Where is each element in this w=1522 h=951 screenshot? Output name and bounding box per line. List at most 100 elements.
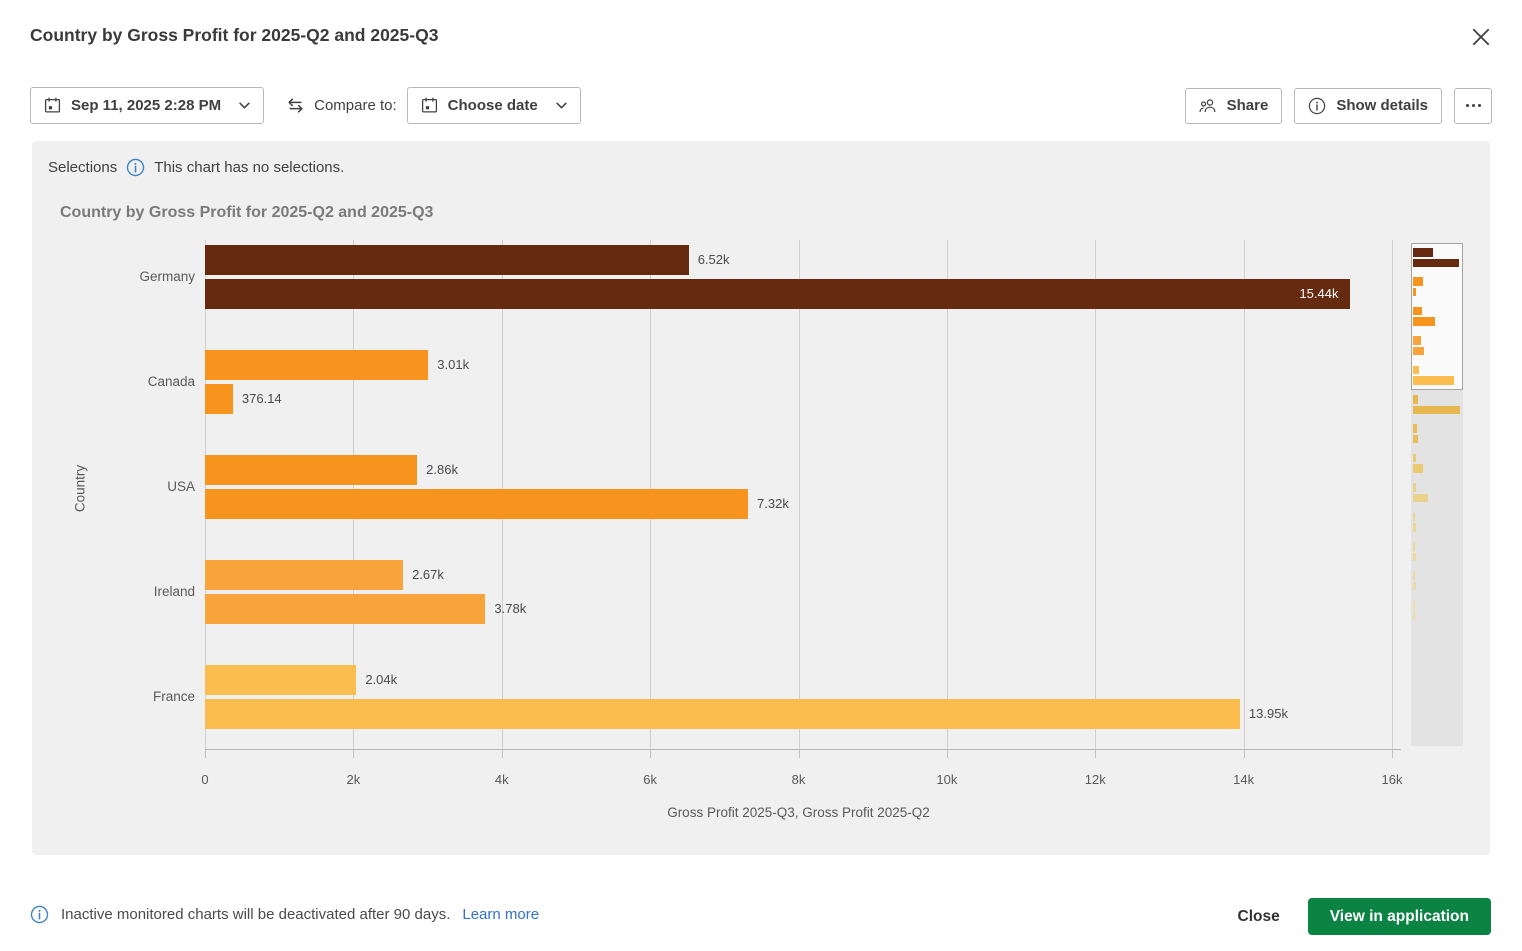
axis-tick xyxy=(353,749,355,758)
footer-actions: Close View in application xyxy=(1224,898,1491,935)
gridline xyxy=(1392,240,1393,749)
gridline xyxy=(798,240,800,749)
minimap-bar xyxy=(1413,600,1415,610)
compare-to-label: Compare to: xyxy=(314,97,397,114)
axis-tick xyxy=(1392,749,1393,758)
more-options-icon xyxy=(1465,104,1481,107)
date-picker-button[interactable]: Sep 11, 2025 2:28 PM xyxy=(30,87,265,124)
minimap-bar xyxy=(1413,483,1416,492)
x-axis-title: Gross Profit 2025-Q3, Gross Profit 2025-… xyxy=(667,805,930,820)
minimap-bar xyxy=(1413,493,1428,503)
selections-message: This chart has no selections. xyxy=(154,159,345,176)
bar-value-label: 3.01k xyxy=(437,357,470,372)
bar-usa-series1[interactable] xyxy=(205,455,418,485)
footer-note: Inactive monitored charts will be deacti… xyxy=(30,905,539,924)
learn-more-link[interactable]: Learn more xyxy=(462,906,540,923)
minimap-bar xyxy=(1413,248,1433,257)
gridline xyxy=(946,240,948,749)
minimap-bar xyxy=(1413,258,1460,267)
x-tick-label: 10k xyxy=(936,772,958,787)
calendar-icon xyxy=(421,97,438,114)
x-tick-label: 16k xyxy=(1381,772,1403,787)
info-icon xyxy=(1308,97,1326,115)
minimap-viewport[interactable] xyxy=(1411,243,1463,390)
x-tick-label: 12k xyxy=(1084,772,1106,787)
bar-value-label: 15.44k xyxy=(1299,286,1339,301)
axis-tick xyxy=(798,749,800,758)
share-button-label: Share xyxy=(1226,97,1269,114)
share-button[interactable]: Share xyxy=(1184,87,1283,124)
bar-ireland-series1[interactable] xyxy=(205,560,404,590)
footer-info-icon xyxy=(30,905,49,924)
footer-note-text: Inactive monitored charts will be deacti… xyxy=(61,906,451,923)
minimap-bar xyxy=(1413,523,1417,532)
minimap-bar xyxy=(1413,611,1416,620)
show-details-button[interactable]: Show details xyxy=(1294,87,1442,124)
minimap-bar xyxy=(1413,306,1422,316)
minimap-bar xyxy=(1413,464,1423,473)
minimap-bar xyxy=(1413,376,1455,385)
minimap-bar xyxy=(1413,346,1425,356)
axis-tick xyxy=(946,749,948,758)
chart-panel: Selections This chart has no selections.… xyxy=(32,141,1490,855)
selections-label: Selections xyxy=(48,159,118,176)
minimap-bar xyxy=(1413,277,1423,286)
bar-canada-series1[interactable] xyxy=(205,350,429,380)
x-tick-label: 14k xyxy=(1233,772,1255,787)
axis-tick xyxy=(1095,749,1097,758)
minimap-bar xyxy=(1413,552,1417,561)
chart-minimap[interactable] xyxy=(1411,243,1463,746)
selections-bar: Selections This chart has no selections. xyxy=(48,158,344,177)
page-title: Country by Gross Profit for 2025-Q2 and … xyxy=(30,25,439,45)
gridline xyxy=(1243,240,1245,749)
gridline xyxy=(1095,240,1097,749)
share-people-icon xyxy=(1199,98,1217,114)
minimap-bar xyxy=(1413,365,1419,375)
x-tick-label: 4k xyxy=(494,772,509,787)
close-button[interactable]: Close xyxy=(1224,900,1294,934)
chart-title: Country by Gross Profit for 2025-Q2 and … xyxy=(60,204,434,221)
bar-value-label: 3.78k xyxy=(494,601,527,616)
minimap-bar xyxy=(1413,542,1416,551)
bar-value-label: 6.52k xyxy=(697,252,730,267)
bar-value-label: 2.67k xyxy=(412,567,444,582)
minimap-bar xyxy=(1413,287,1416,297)
x-tick-label: 2k xyxy=(346,772,361,787)
minimap-bar xyxy=(1413,395,1418,404)
y-category-label: Canada xyxy=(147,374,195,389)
compare-arrows-icon xyxy=(286,97,305,114)
bar-france-series1[interactable] xyxy=(205,665,357,695)
bar-value-label: 13.95k xyxy=(1248,706,1288,721)
minimap-bar xyxy=(1413,581,1416,591)
minimap-bar xyxy=(1413,405,1461,414)
minimap-bar xyxy=(1413,512,1416,522)
bar-ireland-series2[interactable] xyxy=(205,594,486,624)
view-in-application-button[interactable]: View in application xyxy=(1307,898,1491,935)
minimap-bar xyxy=(1413,453,1417,463)
bar-value-label: 2.04k xyxy=(365,672,398,687)
minimap-bar xyxy=(1413,434,1418,444)
y-category-label: USA xyxy=(167,479,195,494)
bar-value-label: 7.32k xyxy=(757,496,789,511)
close-icon[interactable] xyxy=(1470,26,1492,48)
bar-france-series2[interactable] xyxy=(205,699,1240,729)
minimap-bar xyxy=(1413,424,1418,433)
axis-tick xyxy=(1243,749,1245,758)
more-options-button[interactable] xyxy=(1454,87,1492,124)
compare-date-button[interactable]: Choose date xyxy=(406,87,581,124)
bar-canada-series2[interactable] xyxy=(205,384,233,414)
chevron-down-icon xyxy=(556,102,567,109)
compare-date-value: Choose date xyxy=(447,97,538,114)
bar-germany-series1[interactable] xyxy=(205,245,689,275)
date-picker-value: Sep 11, 2025 2:28 PM xyxy=(71,97,222,114)
bar-usa-series2[interactable] xyxy=(205,489,749,519)
bar-germany-series2[interactable] xyxy=(205,279,1351,309)
minimap-bar xyxy=(1413,317,1435,326)
bar-value-label: 2.86k xyxy=(426,462,458,477)
chevron-down-icon xyxy=(239,102,250,109)
y-category-label: Germany xyxy=(139,269,195,284)
axis-tick xyxy=(205,749,206,758)
calendar-icon xyxy=(44,97,61,114)
bar-chart: Country Gross Profit 2025-Q3, Gross Prof… xyxy=(32,141,1490,855)
selections-info-icon[interactable] xyxy=(126,158,145,177)
